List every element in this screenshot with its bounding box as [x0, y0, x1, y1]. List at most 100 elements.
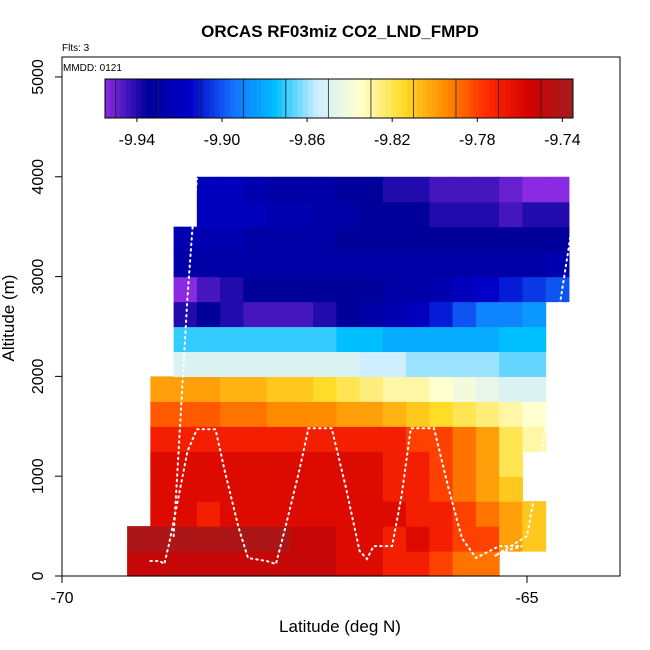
- heatmap-cell: [336, 201, 361, 228]
- heatmap-cell: [406, 226, 430, 253]
- colorbar-swatch: [526, 79, 532, 118]
- heatmap-cell: [406, 301, 430, 328]
- heatmap-cell: [429, 426, 454, 452]
- y-tick-label: 0: [30, 571, 47, 580]
- heatmap-cell: [452, 526, 477, 552]
- colorbar-swatch: [177, 79, 184, 118]
- heatmap-cell: [266, 251, 291, 278]
- axes: -70 -65 0 1000 2000 3000 4000 5000: [30, 59, 539, 607]
- heatmap-cell: [382, 526, 407, 552]
- colorbar-swatch: [411, 79, 418, 118]
- colorbar-swatch: [292, 79, 298, 118]
- heatmap-cell: [243, 176, 268, 203]
- heatmap-cell: [382, 551, 407, 577]
- heatmap-cell: [499, 401, 523, 427]
- heatmap-cell: [173, 401, 198, 427]
- colorbar-swatch: [437, 79, 444, 118]
- heatmap-cell: [289, 326, 314, 353]
- heatmap-cell: [150, 476, 175, 502]
- heatmap-cell: [475, 301, 500, 328]
- heatmap-cell: [220, 476, 244, 502]
- heatmap-cell: [429, 401, 454, 427]
- colorbar-swatch: [271, 79, 278, 118]
- heatmap-cell: [243, 401, 268, 427]
- heatmap-cell: [220, 201, 244, 228]
- heatmap-cell: [266, 301, 291, 328]
- heatmap-cell: [499, 451, 523, 477]
- heatmap-cell: [336, 476, 361, 502]
- colorbar-swatch: [281, 79, 288, 118]
- colorbar-swatch: [536, 79, 543, 118]
- heatmap-cell: [382, 301, 407, 328]
- heatmap-cell: [220, 501, 244, 527]
- colorbar-tick-label: -9.74: [544, 132, 581, 149]
- heatmap-cell: [522, 176, 547, 203]
- heatmap-cell: [127, 551, 151, 577]
- heatmap-cell: [150, 501, 175, 527]
- heatmap-cell: [196, 451, 221, 477]
- heatmap-cell: [313, 476, 337, 502]
- heatmap-cell: [196, 351, 221, 377]
- heatmap-cell: [220, 451, 244, 477]
- heatmap-cell: [243, 276, 268, 303]
- heatmap-cell: [173, 226, 198, 253]
- heatmap-cell: [243, 501, 268, 527]
- heatmap-cell: [336, 226, 361, 253]
- y-tick-label: 1000: [30, 458, 47, 494]
- heatmap-cell: [359, 376, 384, 402]
- heatmap-cell: [545, 201, 570, 228]
- heatmap-cell: [452, 351, 477, 377]
- heatmap-cell: [452, 226, 477, 253]
- heatmap-cell: [336, 501, 361, 527]
- heatmap-cell: [289, 176, 314, 203]
- heatmap-cell: [266, 376, 291, 402]
- colorbar-swatch: [552, 79, 558, 118]
- heatmap-cell: [173, 551, 198, 577]
- colorbar-swatch: [380, 79, 387, 118]
- heatmap-cell: [499, 276, 523, 303]
- heatmap-cell: [475, 526, 500, 552]
- heatmap-cell: [173, 501, 198, 527]
- colorbar-tick-label: -9.94: [119, 132, 156, 149]
- colorbar-swatch: [151, 79, 158, 118]
- heatmap-cell: [452, 401, 477, 427]
- x-tick-label: -70: [50, 590, 73, 607]
- heatmap-cell: [336, 351, 361, 377]
- heatmap-cell: [336, 376, 361, 402]
- heatmap-cell: [452, 251, 477, 278]
- heatmap-cell: [359, 451, 384, 477]
- heatmap-cell: [289, 276, 314, 303]
- colorbar-swatch: [110, 79, 116, 118]
- heatmap-cell: [336, 401, 361, 427]
- colorbar-swatch: [515, 79, 522, 118]
- heatmap-cell: [429, 551, 454, 577]
- heatmap-cell: [499, 426, 523, 452]
- heatmap-cell: [313, 351, 337, 377]
- colorbar: -9.94 -9.90 -9.86 -9.82 -9.78 -9.74: [104, 78, 581, 149]
- heatmap-cell: [359, 476, 384, 502]
- colorbar-swatch: [261, 79, 267, 118]
- heatmap-cell: [452, 451, 477, 477]
- heatmap-cell: [429, 276, 454, 303]
- heatmap-cell: [452, 326, 477, 353]
- colorbar-swatch: [458, 79, 465, 118]
- heatmap-cell: [429, 351, 454, 377]
- colorbar-tick-label: -9.86: [289, 132, 326, 149]
- colorbar-swatch: [547, 79, 553, 118]
- date-label: MMDD: 0121: [63, 63, 122, 74]
- heatmap-cell: [382, 476, 407, 502]
- heatmap-cell: [313, 301, 337, 328]
- colorbar-swatch: [146, 79, 153, 118]
- y-tick-label: 2000: [30, 358, 47, 394]
- heatmap-cell: [499, 351, 523, 377]
- heatmap-cell: [127, 526, 151, 552]
- heatmap-cell: [429, 201, 454, 228]
- y-tick-label: 4000: [30, 159, 47, 195]
- heatmap-cell: [243, 451, 268, 477]
- colorbar-swatch: [245, 79, 252, 118]
- heatmap-cell: [499, 301, 523, 328]
- heatmap-cell: [266, 276, 291, 303]
- heatmap-cell: [475, 201, 500, 228]
- heatmap-cell: [522, 251, 547, 278]
- colorbar-tick-label: -9.90: [204, 132, 241, 149]
